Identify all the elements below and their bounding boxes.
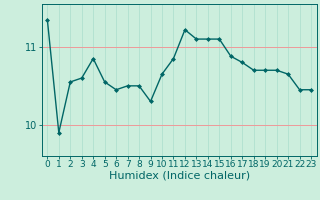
X-axis label: Humidex (Indice chaleur): Humidex (Indice chaleur): [108, 171, 250, 181]
